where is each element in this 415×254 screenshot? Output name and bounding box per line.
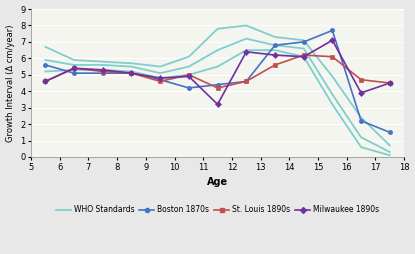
Y-axis label: Growth Interval (Δ cm/year): Growth Interval (Δ cm/year) <box>5 24 15 142</box>
Legend: WHO Standards, Boston 1870s, St. Louis 1890s, Milwaukee 1890s: WHO Standards, Boston 1870s, St. Louis 1… <box>53 202 383 217</box>
X-axis label: Age: Age <box>207 177 228 187</box>
